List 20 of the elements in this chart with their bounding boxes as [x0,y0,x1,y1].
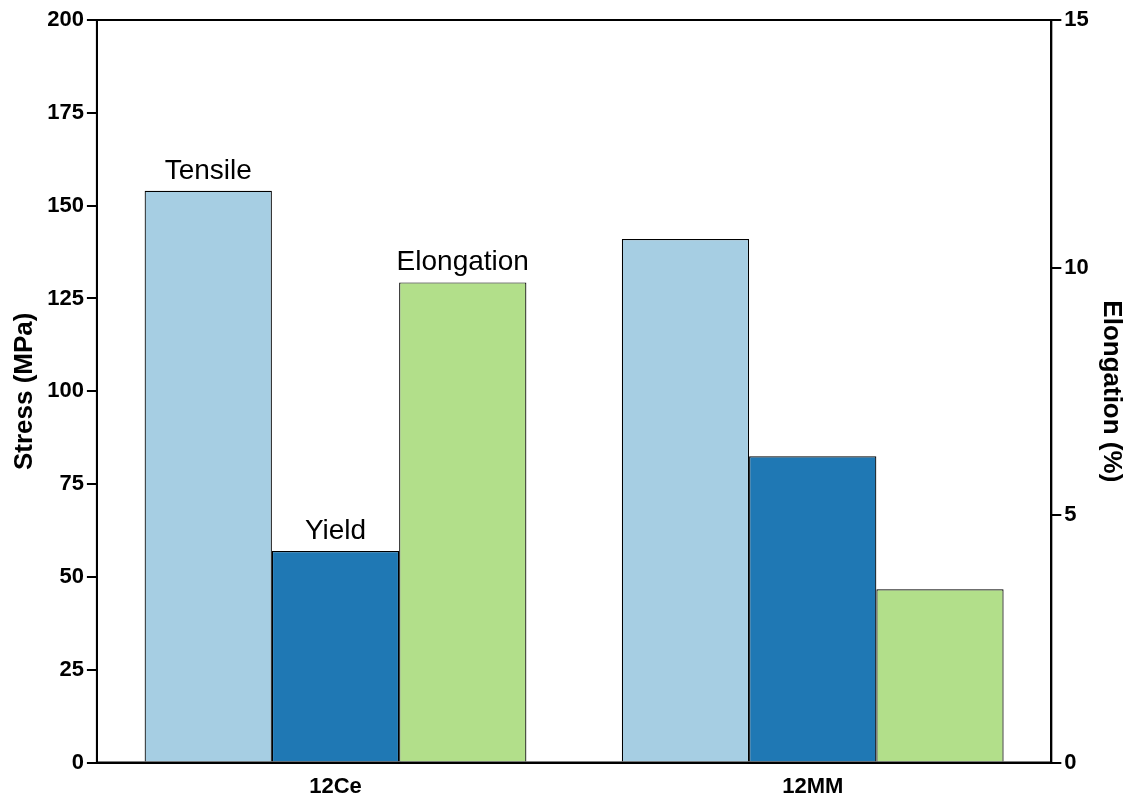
y-tick-label: 100 [47,377,84,403]
y-tick-label: 75 [59,470,84,496]
y-tick-label: 150 [47,191,84,217]
y2-tick-label: 15 [1064,6,1089,32]
y-tick-label: 200 [47,6,84,32]
series-label: Yield [304,513,367,545]
series-label: Elongation [396,245,529,277]
x-tick-label: 12MM [782,772,844,798]
y2-tick-label: 5 [1064,501,1077,527]
y-tick-label: 175 [47,98,84,124]
y-tick-label: 50 [59,563,84,589]
y-tick-label: 0 [71,748,84,774]
x-tick-label: 12Ce [309,772,362,798]
y2-tick-label: 0 [1064,748,1077,774]
series-label: Tensile [164,153,252,185]
y-tick-label: 25 [59,655,84,681]
y2-axis-title: Elongation (%) [1098,300,1129,483]
y-tick-label: 125 [47,284,84,310]
y2-tick-label: 10 [1064,253,1089,279]
y-axis-title: Stress (MPa) [7,312,38,471]
